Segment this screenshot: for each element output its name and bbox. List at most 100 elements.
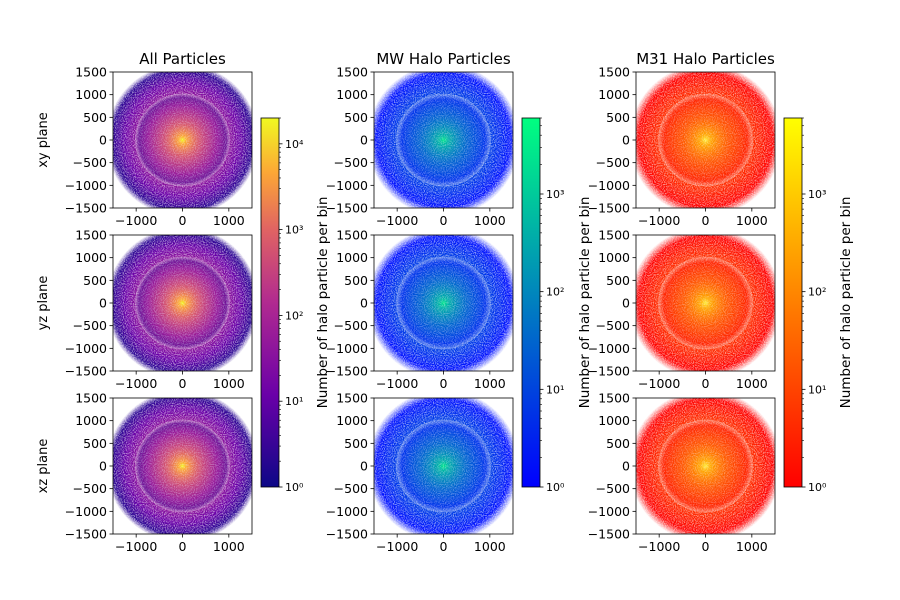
x-tick-label: −1000 <box>638 213 680 228</box>
y-tick-label: 0 <box>360 133 368 148</box>
colorbar: 10⁰ 10¹ 10² 10³ 10⁴ Number of halo particle p… <box>260 117 331 494</box>
x-tick-label: 1000 <box>474 213 506 228</box>
y-tick-label: −500 <box>596 155 630 170</box>
y-tick-label: −1000 <box>326 341 368 356</box>
y-tick-label: −500 <box>334 318 368 333</box>
x-tick-label: 0 <box>440 539 448 554</box>
x-tick-label: 1000 <box>736 376 768 391</box>
x-tick-label: −1000 <box>376 376 418 391</box>
density-core <box>135 93 230 187</box>
colorbar-tick-label: 10¹ <box>285 395 303 408</box>
x-tick-label: 1000 <box>474 539 506 554</box>
y-tick-label: −500 <box>73 481 107 496</box>
y-tick-label: 1000 <box>336 413 368 428</box>
y-tick-label: −1500 <box>588 527 630 542</box>
panel-title: MW Halo Particles <box>376 50 511 68</box>
x-tick-label: −1000 <box>115 213 157 228</box>
colorbar-label: Number of halo particle per bin <box>838 197 854 409</box>
y-tick-label: −1500 <box>65 201 107 216</box>
y-tick-label: 500 <box>344 436 368 451</box>
y-tick-label: 500 <box>606 110 630 125</box>
y-tick-label: 1000 <box>598 87 630 102</box>
x-tick-label: 1000 <box>474 376 506 391</box>
y-tick-label: −500 <box>73 155 107 170</box>
x-tick-label: −1000 <box>376 539 418 554</box>
y-tick-label: −1000 <box>65 178 107 193</box>
y-tick-label: −1500 <box>65 527 107 542</box>
y-tick-label: 1500 <box>598 228 630 243</box>
colorbar-tick-label: 10¹ <box>808 383 826 396</box>
colorbar-tick-label: 10⁴ <box>285 138 304 151</box>
colorbar-tick-label: 10⁰ <box>285 481 304 494</box>
y-tick-label: 0 <box>360 459 368 474</box>
y-tick-label: −1000 <box>326 504 368 519</box>
density-core <box>396 419 491 513</box>
x-tick-label: 0 <box>179 539 187 554</box>
colorbar-tick-label: 10³ <box>285 224 303 237</box>
x-tick-label: 0 <box>179 213 187 228</box>
y-tick-label: 0 <box>99 133 107 148</box>
x-tick-label: −1000 <box>638 376 680 391</box>
x-tick-label: 1000 <box>736 213 768 228</box>
y-tick-label: 1000 <box>598 250 630 265</box>
y-tick-label: 0 <box>622 296 630 311</box>
heatmap-panel: 1500 1000 500 0 −500 −1000 −1500 −1000 0 1000 <box>326 391 514 554</box>
y-tick-label: −1500 <box>326 364 368 379</box>
x-tick-label: −1000 <box>115 539 157 554</box>
row-label: yz plane <box>36 276 51 331</box>
y-tick-label: −1000 <box>65 341 107 356</box>
density-core <box>658 93 753 187</box>
colorbar-label: Number of halo particle per bin <box>577 197 593 409</box>
y-tick-label: 1000 <box>75 413 107 428</box>
colorbar-tick-label: 10² <box>285 309 303 322</box>
y-tick-label: 1500 <box>598 391 630 406</box>
colorbar: 10⁰ 10¹ 10² 10³ Number of halo particle per … <box>783 117 854 494</box>
y-tick-label: 1500 <box>75 391 107 406</box>
y-tick-label: 500 <box>344 273 368 288</box>
x-tick-label: 0 <box>702 376 710 391</box>
y-tick-label: 0 <box>360 296 368 311</box>
x-tick-label: 1000 <box>213 539 245 554</box>
density-core <box>658 256 753 350</box>
y-tick-label: 0 <box>99 296 107 311</box>
heatmap-panel: 1500 1000 500 0 −500 −1000 −1500 −1000 0 1000 <box>588 228 776 391</box>
y-tick-label: −1500 <box>326 201 368 216</box>
x-tick-label: 0 <box>440 376 448 391</box>
colorbar-tick-label: 10² <box>546 286 564 299</box>
heatmap-panel: 1500 1000 500 0 −500 −1000 −1500 −1000 0 1000 <box>326 228 514 391</box>
density-core <box>135 419 230 513</box>
row-label: xz plane <box>36 439 51 494</box>
x-tick-label: −1000 <box>376 213 418 228</box>
x-tick-label: 0 <box>702 213 710 228</box>
y-tick-label: −1500 <box>588 201 630 216</box>
colorbar-gradient <box>260 117 280 488</box>
colorbar-tick-label: 10² <box>808 286 826 299</box>
x-tick-label: 1000 <box>213 376 245 391</box>
y-tick-label: 1000 <box>75 87 107 102</box>
colorbar-gradient <box>521 117 541 488</box>
x-tick-label: 0 <box>702 539 710 554</box>
y-tick-label: −500 <box>334 155 368 170</box>
heatmap-panel: 1500 1000 500 0 −500 −1000 −1500 −1000 0 1000 xy p… <box>36 65 253 228</box>
y-tick-label: −1500 <box>65 364 107 379</box>
colorbar-tick-label: 10³ <box>546 188 564 201</box>
colorbar-tick-label: 10³ <box>808 188 826 201</box>
heatmap-panel: 1500 1000 500 0 −500 −1000 −1500 −1000 0 1000 xz p… <box>36 391 253 554</box>
y-tick-label: 500 <box>83 110 107 125</box>
y-tick-label: 1500 <box>336 228 368 243</box>
colorbar-tick-label: 10¹ <box>546 383 564 396</box>
y-tick-label: 1000 <box>336 87 368 102</box>
x-tick-label: −1000 <box>115 376 157 391</box>
y-tick-label: 1500 <box>75 228 107 243</box>
density-core <box>396 93 491 187</box>
y-tick-label: −1000 <box>588 341 630 356</box>
x-tick-label: 1000 <box>213 213 245 228</box>
y-tick-label: −500 <box>596 481 630 496</box>
y-tick-label: −500 <box>334 481 368 496</box>
panel-title: All Particles <box>139 50 226 68</box>
colorbar-label: Number of halo particle per bin <box>315 197 331 409</box>
y-tick-label: −500 <box>73 318 107 333</box>
row-label: xy plane <box>36 112 51 168</box>
density-core <box>658 419 753 513</box>
